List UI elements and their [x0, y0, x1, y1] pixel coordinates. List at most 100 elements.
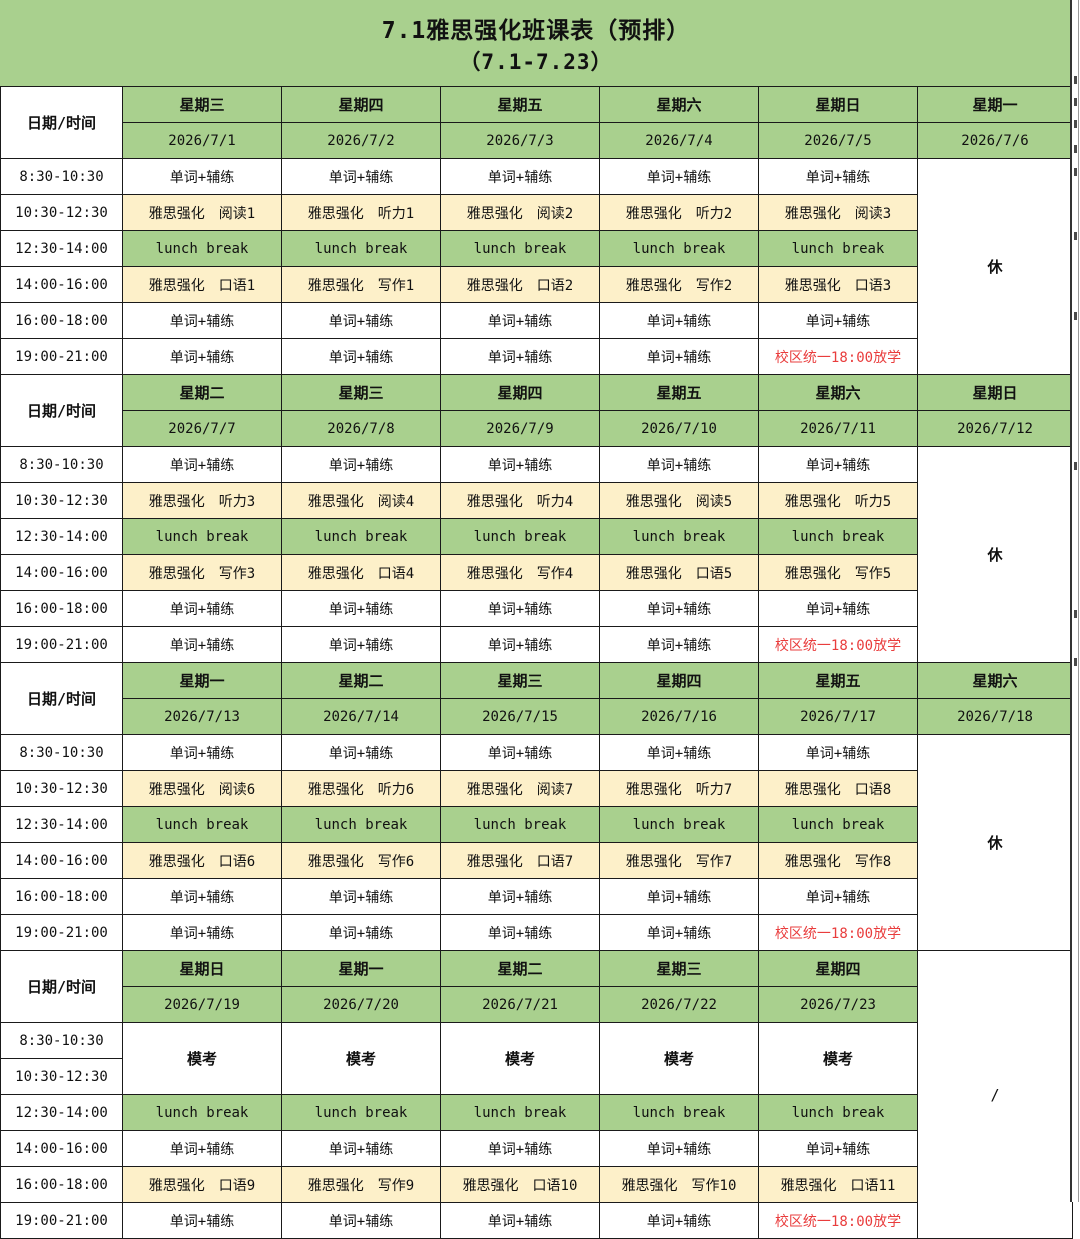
day-header-cell: 星期四 — [440, 374, 600, 411]
lunch-break-cell: lunch break — [758, 1094, 918, 1131]
lunch-break-cell: lunch break — [758, 518, 918, 555]
schedule-table: 日期/时间 星期三 星期四 星期五 星期六 星期日 星期一 2026/7/1 2026/7/2 2… — [0, 86, 1073, 1239]
class-cell: 单词+辅练 — [440, 626, 600, 663]
class-cell: 单词+辅练 — [122, 590, 282, 627]
time-slot-cell: 8:30-10:30 — [0, 158, 123, 195]
class-cell: 单词+辅练 — [122, 338, 282, 375]
class-cell: 单词+辅练 — [599, 338, 759, 375]
class-cell: 雅思强化 阅读1 — [122, 194, 282, 231]
lunch-break-cell: lunch break — [599, 806, 759, 843]
corner-date-time-label: 日期/时间 — [0, 950, 123, 1023]
lunch-break-cell: lunch break — [758, 806, 918, 843]
date-cell: 2026/7/20 — [281, 986, 441, 1023]
lunch-break-cell: lunch break — [122, 806, 282, 843]
clipped-text-fragment — [1074, 312, 1077, 320]
corner-date-time-label: 日期/时间 — [0, 662, 123, 735]
day-header-cell: 星期六 — [758, 374, 918, 411]
class-cell: 单词+辅练 — [281, 626, 441, 663]
class-cell: 单词+辅练 — [122, 446, 282, 483]
lunch-break-cell: lunch break — [122, 518, 282, 555]
date-cell: 2026/7/9 — [440, 410, 600, 447]
class-cell: 雅思强化 写作10 — [599, 1166, 759, 1203]
time-slot-cell: 14:00-16:00 — [0, 1130, 123, 1167]
class-cell: 雅思强化 口语6 — [122, 842, 282, 879]
clipped-adjacent-column — [1070, 0, 1080, 1202]
class-cell: 单词+辅练 — [758, 302, 918, 339]
time-slot-cell: 12:30-14:00 — [0, 518, 123, 555]
class-cell: 雅思强化 阅读3 — [758, 194, 918, 231]
time-slot-cell: 10:30-12:30 — [0, 194, 123, 231]
time-slot-cell: 19:00-21:00 — [0, 1202, 123, 1239]
time-slot-cell: 10:30-12:30 — [0, 482, 123, 519]
mock-exam-cell: 模考 — [440, 1022, 600, 1095]
class-cell: 雅思强化 听力3 — [122, 482, 282, 519]
time-slot-cell: 12:30-14:00 — [0, 1094, 123, 1131]
day-header-cell: 星期一 — [281, 950, 441, 987]
day-header-cell: 星期日 — [122, 950, 282, 987]
day-header-cell: 星期四 — [758, 950, 918, 987]
date-cell: 2026/7/21 — [440, 986, 600, 1023]
class-cell: 雅思强化 阅读6 — [122, 770, 282, 807]
class-cell: 单词+辅练 — [440, 446, 600, 483]
class-cell: 雅思强化 听力6 — [281, 770, 441, 807]
class-cell: 雅思强化 写作9 — [281, 1166, 441, 1203]
clipped-text-fragment — [1074, 98, 1077, 106]
class-cell: 单词+辅练 — [758, 878, 918, 915]
class-cell: 雅思强化 写作2 — [599, 266, 759, 303]
corner-date-time-label: 日期/时间 — [0, 374, 123, 447]
date-cell: 2026/7/16 — [599, 698, 759, 735]
class-cell: 单词+辅练 — [440, 1130, 600, 1167]
date-cell: 2026/7/5 — [758, 122, 918, 159]
mock-exam-cell: 模考 — [122, 1022, 282, 1095]
time-slot-cell: 19:00-21:00 — [0, 626, 123, 663]
date-cell: 2026/7/1 — [122, 122, 282, 159]
class-cell: 雅思强化 写作5 — [758, 554, 918, 591]
time-slot-cell: 14:00-16:00 — [0, 554, 123, 591]
lunch-break-cell: lunch break — [440, 806, 600, 843]
lunch-break-cell: lunch break — [281, 230, 441, 267]
class-cell: 单词+辅练 — [599, 1130, 759, 1167]
time-slot-cell: 14:00-16:00 — [0, 842, 123, 879]
class-cell: 雅思强化 口语5 — [599, 554, 759, 591]
class-cell: 雅思强化 听力5 — [758, 482, 918, 519]
lunch-break-cell: lunch break — [758, 230, 918, 267]
class-cell: 雅思强化 听力4 — [440, 482, 600, 519]
day-header-cell: 星期三 — [599, 950, 759, 987]
class-cell: 单词+辅练 — [281, 446, 441, 483]
date-cell: 2026/7/7 — [122, 410, 282, 447]
edge-line — [1078, 0, 1079, 1202]
class-cell: 雅思强化 听力7 — [599, 770, 759, 807]
day-header-cell: 星期三 — [122, 86, 282, 123]
time-slot-cell: 12:30-14:00 — [0, 230, 123, 267]
class-cell: 单词+辅练 — [758, 590, 918, 627]
date-cell: 2026/7/22 — [599, 986, 759, 1023]
date-cell: 2026/7/18 — [917, 698, 1073, 735]
class-cell: 单词+辅练 — [122, 158, 282, 195]
day-header-cell: 星期二 — [281, 662, 441, 699]
clipped-text-fragment — [1074, 232, 1077, 240]
day-header-cell: 星期二 — [440, 950, 600, 987]
class-cell: 雅思强化 听力1 — [281, 194, 441, 231]
time-slot-cell: 8:30-10:30 — [0, 1022, 123, 1059]
time-slot-cell: 14:00-16:00 — [0, 266, 123, 303]
time-slot-cell: 12:30-14:00 — [0, 806, 123, 843]
date-cell: 2026/7/13 — [122, 698, 282, 735]
class-cell: 单词+辅练 — [440, 158, 600, 195]
class-cell: 单词+辅练 — [122, 302, 282, 339]
class-cell: 雅思强化 口语4 — [281, 554, 441, 591]
class-cell: 单词+辅练 — [758, 734, 918, 771]
class-cell: 雅思强化 阅读2 — [440, 194, 600, 231]
time-slot-cell: 10:30-12:30 — [0, 770, 123, 807]
lunch-break-cell: lunch break — [281, 518, 441, 555]
day-header-cell: 星期五 — [758, 662, 918, 699]
date-cell: 2026/7/14 — [281, 698, 441, 735]
date-cell: 2026/7/15 — [440, 698, 600, 735]
date-cell: 2026/7/8 — [281, 410, 441, 447]
date-cell: 2026/7/12 — [917, 410, 1073, 447]
class-cell: 单词+辅练 — [599, 878, 759, 915]
day-header-cell: 星期日 — [917, 374, 1073, 411]
corner-date-time-label: 日期/时间 — [0, 86, 123, 159]
class-cell: 雅思强化 阅读4 — [281, 482, 441, 519]
lunch-break-cell: lunch break — [599, 230, 759, 267]
